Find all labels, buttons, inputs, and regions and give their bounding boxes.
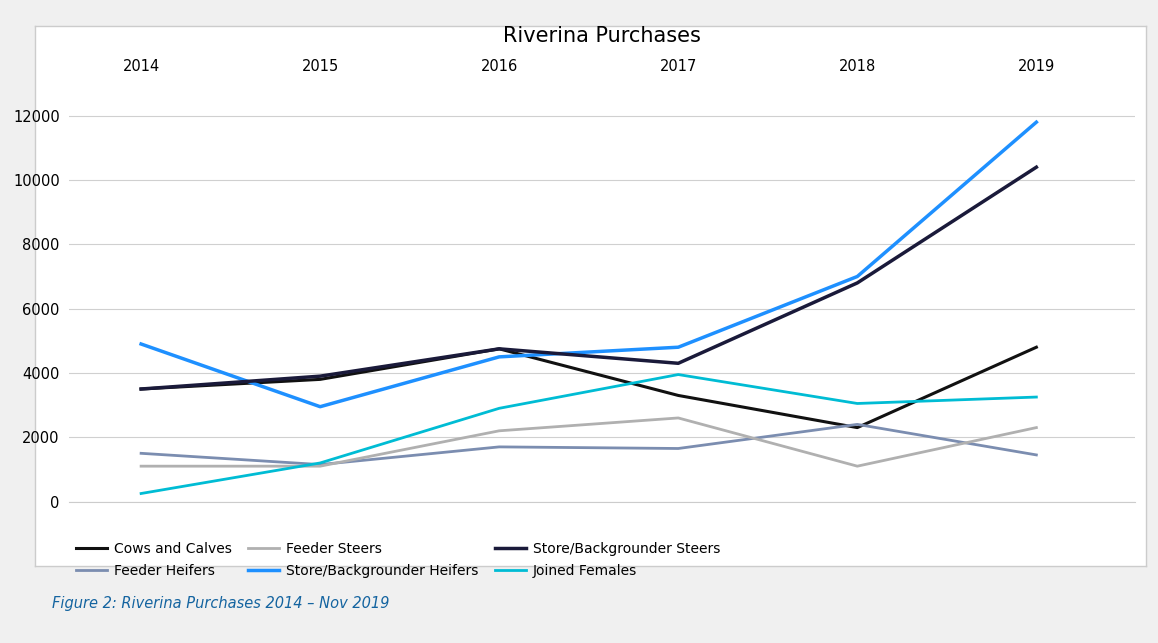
Line: Store/Backgrounder Heifers: Store/Backgrounder Heifers (141, 122, 1036, 407)
Cows and Calves (850, 424, 864, 431)
Joined Females (492, 404, 506, 412)
Line: Joined Females: Joined Females (141, 374, 1036, 494)
Joined Females (134, 490, 148, 498)
Store/Backgrounder Heifers (492, 353, 506, 361)
Joined Females (850, 399, 864, 408)
Cows and Calves (672, 392, 686, 399)
Feeder Steers (1029, 424, 1043, 431)
Title: Riverina Purchases: Riverina Purchases (504, 26, 701, 46)
Store/Backgrounder Steers (134, 385, 148, 393)
Store/Backgrounder Steers (492, 345, 506, 352)
Line: Cows and Calves: Cows and Calves (141, 347, 1036, 428)
Feeder Steers (313, 462, 327, 470)
Store/Backgrounder Steers (850, 279, 864, 287)
Feeder Steers (134, 462, 148, 470)
Feeder Heifers (313, 460, 327, 468)
Cows and Calves (313, 376, 327, 383)
Feeder Steers (672, 414, 686, 422)
Cows and Calves (134, 385, 148, 393)
Feeder Heifers (134, 449, 148, 457)
Store/Backgrounder Steers (672, 359, 686, 367)
Cows and Calves (492, 345, 506, 352)
Store/Backgrounder Heifers (1029, 118, 1043, 126)
Feeder Heifers (672, 445, 686, 453)
Feeder Steers (850, 462, 864, 470)
Legend: Cows and Calves, Feeder Heifers, Feeder Steers, Store/Backgrounder Heifers, Stor: Cows and Calves, Feeder Heifers, Feeder … (76, 542, 720, 578)
Store/Backgrounder Heifers (850, 273, 864, 280)
Cows and Calves (1029, 343, 1043, 351)
Text: Figure 2: Riverina Purchases 2014 – Nov 2019: Figure 2: Riverina Purchases 2014 – Nov … (52, 596, 389, 611)
Store/Backgrounder Heifers (313, 403, 327, 411)
Feeder Steers (492, 427, 506, 435)
Joined Females (1029, 393, 1043, 401)
Joined Females (672, 370, 686, 378)
Feeder Heifers (850, 421, 864, 428)
Store/Backgrounder Heifers (672, 343, 686, 351)
Line: Feeder Heifers: Feeder Heifers (141, 424, 1036, 464)
Line: Feeder Steers: Feeder Steers (141, 418, 1036, 466)
Joined Females (313, 459, 327, 467)
Store/Backgrounder Heifers (134, 340, 148, 348)
Store/Backgrounder Steers (313, 372, 327, 380)
Feeder Heifers (1029, 451, 1043, 459)
Feeder Heifers (492, 443, 506, 451)
Store/Backgrounder Steers (1029, 163, 1043, 171)
Line: Store/Backgrounder Steers: Store/Backgrounder Steers (141, 167, 1036, 389)
